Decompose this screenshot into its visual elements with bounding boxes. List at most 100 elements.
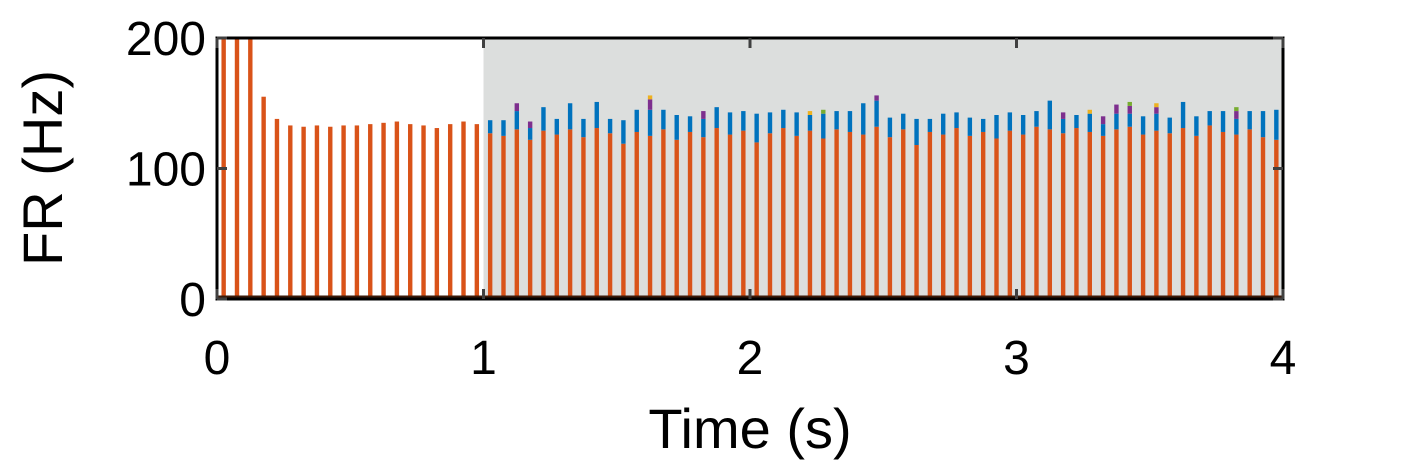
bar-s0-38 [727,134,733,299]
bar-s1-35 [954,112,959,129]
bar-s0-53 [927,131,933,299]
bar-s0-29 [607,133,613,299]
bar-s0-79 [1274,139,1279,299]
bar-s0-13 [394,121,400,300]
bar-s0-55 [954,128,959,299]
bar-s1-14 [674,115,679,140]
bar-s1-24 [807,115,813,131]
y-tick-label-0: 0 [179,274,206,327]
bar-s0-15 [421,125,426,299]
bar-s1-11 [634,109,639,132]
bar-s0-41 [767,133,773,299]
bar-s4-2 [1234,107,1239,112]
bar-s1-51 [1167,117,1172,134]
bar-s1-1 [501,120,506,136]
bars-group [217,38,1283,300]
bar-s0-33 [661,129,666,299]
bar-s0-18 [461,121,466,300]
bar-s1-37 [980,118,986,132]
bar-s1-38 [994,115,999,139]
y-tick-label-1: 100 [126,144,206,197]
bar-s0-70 [1154,130,1159,299]
bar-s0-14 [408,124,413,299]
bar-s0-49 [874,126,879,300]
bar-s0-23 [527,139,533,299]
bar-s3-0 [647,95,653,100]
bar-s3-1 [807,111,813,115]
x-tick-label-1: 1 [470,332,497,385]
y-axis-label: FR (Hz) [11,70,74,266]
bar-s1-21 [767,112,773,134]
bar-s2-2 [647,99,653,110]
bar-s1-47 [1114,113,1119,130]
bar-s1-26 [834,111,839,130]
x-axis-label: Time (s) [648,397,851,460]
bar-s1-5 [554,118,559,135]
bar-s0-11 [368,124,373,299]
bar-s0-58 [994,138,999,299]
bar-s0-4 [274,118,280,299]
bar-s3-2 [1087,109,1092,114]
bar-s0-30 [621,143,626,299]
bar-s0-17 [447,124,453,299]
bar-s0-59 [1007,130,1013,299]
bar-s0-75 [1220,131,1226,299]
bar-s0-66 [1100,135,1106,300]
bar-s1-44 [1074,115,1079,129]
bar-s0-26 [567,129,573,299]
bar-s0-19 [474,124,480,299]
bar-s1-23 [794,112,799,136]
bar-s0-20 [487,133,493,299]
bar-s1-12 [647,109,653,136]
bar-s0-46 [834,129,839,299]
x-tick-label-0: 0 [204,332,231,385]
bar-s2-1 [527,121,533,129]
bar-s1-16 [701,118,706,138]
bar-s1-4 [541,107,546,131]
bar-s0-27 [581,137,586,299]
bar-s0-10 [354,125,360,299]
x-tick-label-4: 4 [1270,332,1297,385]
bar-s1-9 [607,118,613,134]
bar-s0-2 [248,38,253,299]
bar-s0-73 [1194,135,1199,300]
bar-s0-32 [647,135,653,300]
bar-s1-52 [1180,101,1186,129]
bar-s1-3 [527,128,533,140]
bar-s2-8 [1127,105,1132,114]
bar-s0-7 [314,125,320,299]
bar-s0-43 [794,135,799,300]
bar-s0-42 [781,128,786,299]
bar-s1-48 [1127,113,1132,127]
bar-s1-29 [874,100,879,127]
bar-s0-40 [754,142,759,299]
bar-s1-58 [1260,111,1266,138]
shaded-region [483,38,1283,299]
bar-s0-8 [328,126,333,300]
bar-s0-12 [381,122,386,299]
bar-s1-39 [1007,112,1013,131]
bar-s0-54 [941,134,946,299]
bar-s1-56 [1234,118,1239,135]
bar-s1-36 [967,117,973,136]
bar-s1-15 [687,116,693,132]
bar-s1-20 [754,113,759,143]
bar-s4-1 [1127,101,1132,106]
bar-s1-18 [727,112,733,135]
y-ticks: 0 100 200 [126,13,1283,327]
bar-s0-6 [301,126,306,300]
bar-s0-60 [1020,134,1026,299]
bar-s0-78 [1260,137,1266,299]
bar-s0-72 [1180,128,1186,299]
bar-s1-43 [1060,118,1066,134]
bar-s0-31 [634,131,639,299]
bar-s1-41 [1034,111,1039,127]
bar-s0-35 [687,131,693,299]
bar-s2-6 [1100,116,1106,125]
bar-s1-13 [661,109,666,130]
bar-s0-48 [861,134,866,299]
bar-s0-21 [501,135,506,300]
bar-s0-62 [1047,129,1053,299]
bar-s1-22 [781,109,786,129]
